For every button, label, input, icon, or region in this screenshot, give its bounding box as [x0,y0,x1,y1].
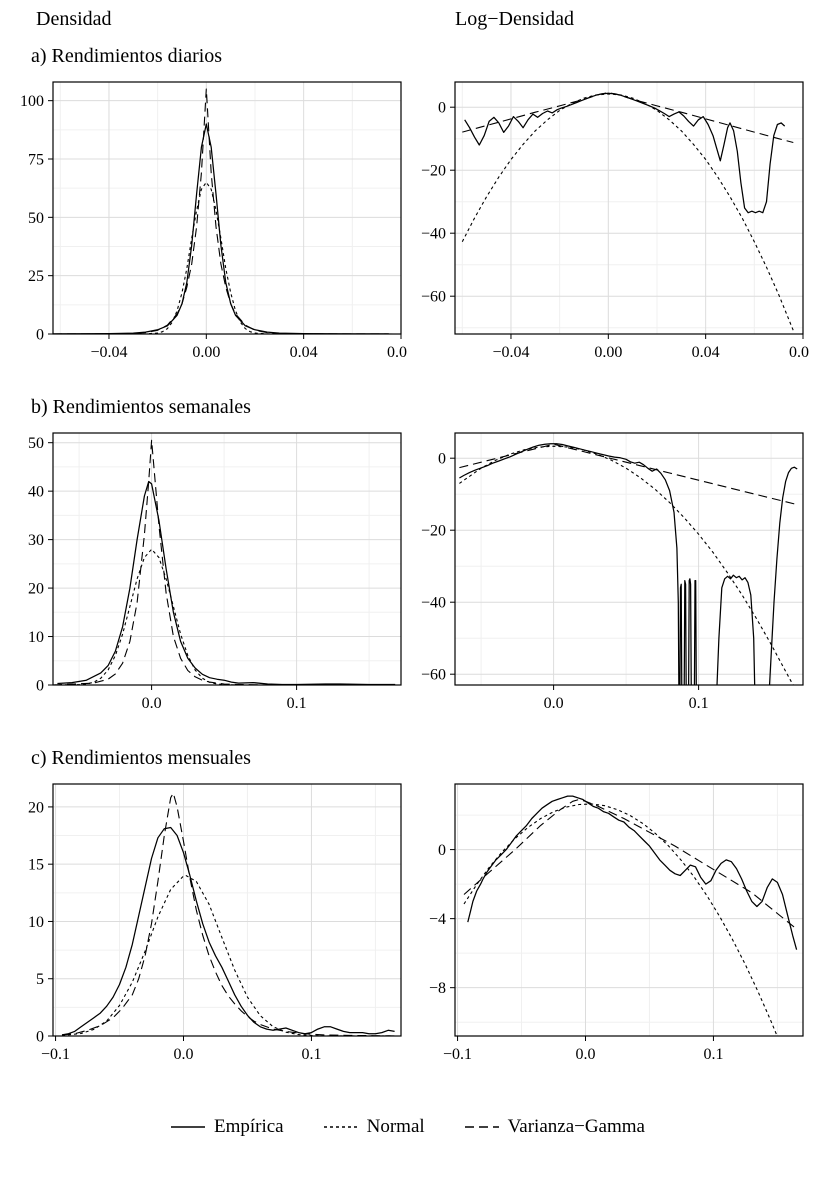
y-tick-label: 0 [36,678,44,695]
series-varianza_gamma [463,798,797,930]
x-tick-label: −0.1 [443,1046,472,1063]
series-varianza_gamma [61,792,399,1036]
series-empirica [57,480,396,685]
x-tick-label: 0.1 [301,1046,321,1063]
y-tick-label: −40 [421,226,446,243]
y-tick-label: 0 [36,1029,44,1046]
y-tick-label: 10 [28,914,44,931]
series-empirica [464,92,786,214]
column-headers: Densidad Log−Densidad [0,8,814,31]
y-tick-label: 0 [438,451,446,468]
chart-weekly-log-density: 0.0 0.1 0 −20 −40 −60 [407,425,809,725]
chart-daily-log-density: −0.04 0.00 0.04 0.08 0 −20 −40 −60 [407,74,809,374]
y-tick-label: 0 [438,100,446,117]
y-tick-label: 0 [36,327,44,344]
series-varianza_gamma [53,88,401,334]
column-header-log-density: Log−Densidad [455,8,575,30]
series-normal [61,875,401,1036]
series-normal [53,181,401,334]
y-tick-label: 20 [28,581,44,598]
x-tick-label: 0.1 [287,695,307,712]
y-tick-label: −60 [421,667,446,684]
series-normal [53,548,399,685]
y-tick-label: −40 [421,595,446,612]
series-varianza_gamma [53,439,399,685]
chart-daily-density: −0.04 0.00 0.04 0.08 0 25 50 75 100 [5,74,407,374]
x-tick-label: 0.0 [174,1046,194,1063]
x-tick-label: 0.0 [142,695,162,712]
series-empirica [467,795,798,950]
legend-label-varianza-gamma: Varianza−Gamma [507,1116,645,1137]
figure-page: Densidad Log−Densidad a) Rendimientos di… [0,8,814,1138]
y-tick-label: 30 [28,532,44,549]
series-varianza_gamma [462,92,794,144]
y-tick-label: −8 [429,980,446,997]
dashed-line-icon [323,1126,358,1128]
series-varianza_gamma [459,443,798,506]
series-normal [463,803,778,1036]
chart-monthly-density: −0.1 0.0 0.1 0 5 10 15 20 [5,776,407,1076]
row-daily: −0.04 0.00 0.04 0.08 0 25 50 75 100 −0.04 0.00 0.0… [0,74,814,374]
y-tick-label: 100 [20,93,44,110]
x-tick-label: 0.08 [789,344,809,361]
y-tick-label: −4 [429,911,446,928]
section-title-daily: a) Rendimientos diarios [31,45,223,67]
column-header-density: Densidad [36,8,112,30]
y-tick-label: 40 [28,484,44,501]
series-empirica [61,826,395,1036]
y-tick-label: −60 [421,289,446,306]
chart-monthly-log-density: −0.1 0.0 0.1 0 −4 −8 [407,776,809,1076]
x-tick-label: 0.1 [703,1046,723,1063]
x-tick-label: −0.04 [90,344,127,361]
y-tick-label: 0 [438,842,446,859]
y-tick-label: 50 [28,435,44,452]
x-tick-label: 0.04 [692,344,720,361]
x-tick-label: 0.00 [192,344,220,361]
y-tick-label: 5 [36,971,44,988]
y-tick-label: 10 [28,629,44,646]
legend-item-varianza-gamma: Varianza−Gamma [463,1116,645,1138]
x-tick-label: −0.04 [492,344,529,361]
series-empirica [53,123,389,334]
solid-line-icon [170,1126,205,1128]
legend-label-normal: Normal [366,1116,425,1137]
row-monthly: −0.1 0.0 0.1 0 5 10 15 20 −0.1 0.0 0.1 0 −4 −8 [0,776,814,1076]
y-tick-label: −20 [421,163,446,180]
legend-label-empirica: Empírica [213,1116,284,1137]
x-tick-label: 0.0 [544,695,564,712]
legend-item-empirica: Empírica [169,1116,284,1138]
legend: Empírica Normal Varianza−Gamma [0,1116,814,1138]
series-normal [459,445,794,685]
section-title-weekly: b) Rendimientos semanales [31,396,251,418]
series-empirica [459,443,798,685]
x-tick-label: 0.08 [387,344,407,361]
x-tick-label: 0.00 [594,344,622,361]
x-tick-label: 0.04 [290,344,318,361]
chart-weekly-density: 0.0 0.1 0 10 20 30 40 50 [5,425,407,725]
x-tick-label: 0.0 [576,1046,596,1063]
row-weekly: 0.0 0.1 0 10 20 30 40 50 0.0 0.1 0 −20 −40 −60 [0,425,814,725]
y-tick-label: 75 [28,152,44,169]
y-tick-label: −20 [421,523,446,540]
longdash-line-icon [464,1126,499,1128]
x-tick-label: −0.1 [41,1046,70,1063]
y-tick-label: 20 [28,799,44,816]
y-tick-label: 25 [28,268,44,285]
section-title-monthly: c) Rendimientos mensuales [31,747,251,769]
legend-item-normal: Normal [322,1116,425,1138]
series-normal [461,93,794,331]
x-tick-label: 0.1 [689,695,709,712]
y-tick-label: 15 [28,857,44,874]
y-tick-label: 50 [28,210,44,227]
